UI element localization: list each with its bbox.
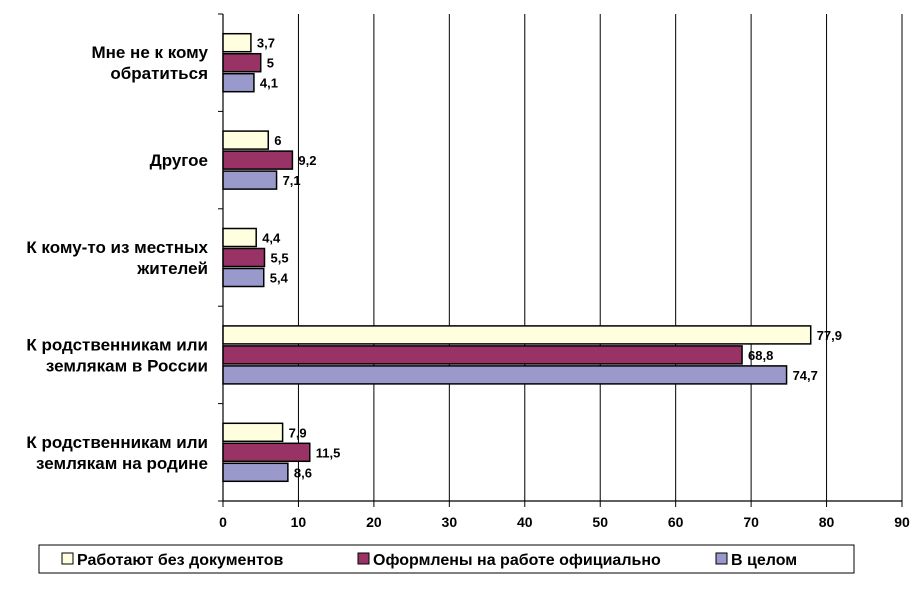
bar (222, 247, 266, 268)
x-tick-label: 80 (819, 514, 835, 530)
x-tick-label: 60 (668, 514, 684, 530)
legend-label: Работают без документов (77, 552, 284, 569)
data-label: 4,4 (262, 231, 281, 246)
legend-label: В целом (731, 552, 797, 569)
data-label: 6 (274, 133, 281, 148)
bar (222, 72, 255, 93)
data-label: 8,6 (294, 465, 312, 480)
bar (222, 365, 788, 385)
data-label: 74,7 (793, 368, 818, 383)
x-tick-label: 90 (894, 514, 910, 530)
data-label: 5 (267, 56, 274, 71)
x-tick-label: 10 (291, 514, 307, 530)
data-label: 7,1 (283, 173, 301, 188)
bar (222, 32, 252, 53)
bar (222, 267, 265, 288)
bar (222, 422, 284, 443)
data-label: 4,1 (260, 76, 278, 91)
bar (222, 170, 278, 190)
data-label: 77,9 (817, 328, 842, 343)
category-label: К кому-то из местных (26, 238, 208, 257)
bar (222, 325, 812, 345)
data-label: 9,2 (298, 153, 316, 168)
data-label: 3,7 (257, 36, 275, 51)
data-label: 5,4 (270, 271, 289, 286)
category-label: К родственникам или (26, 335, 208, 354)
category-label: обратиться (110, 64, 208, 83)
x-tick-label: 0 (219, 514, 227, 530)
bar (222, 227, 257, 248)
data-label: 5,5 (270, 251, 288, 266)
category-label: Другое (150, 151, 208, 170)
category-label: К родственникам или (26, 433, 208, 452)
category-label: жителей (136, 259, 208, 278)
x-tick-label: 40 (517, 514, 533, 530)
x-tick-label: 70 (743, 514, 759, 530)
bar (222, 130, 270, 150)
bar (222, 345, 743, 365)
legend-swatch (61, 552, 74, 565)
x-tick-label: 20 (366, 514, 382, 530)
x-tick-label: 50 (592, 514, 608, 530)
category-label: землякам в России (46, 356, 208, 375)
bar (222, 52, 262, 73)
data-label: 11,5 (316, 445, 341, 460)
bar (222, 462, 289, 483)
legend-swatch (715, 552, 728, 565)
legend-swatch (357, 552, 370, 565)
legend-label: Оформлены на работе официально (373, 552, 661, 569)
data-label: 68,8 (748, 348, 773, 363)
data-label: 7,9 (289, 425, 307, 440)
bar (222, 150, 294, 170)
bar (222, 442, 311, 463)
category-label: Мне не к кому (91, 43, 208, 62)
x-tick-label: 30 (442, 514, 458, 530)
category-label: землякам на родине (36, 454, 208, 473)
